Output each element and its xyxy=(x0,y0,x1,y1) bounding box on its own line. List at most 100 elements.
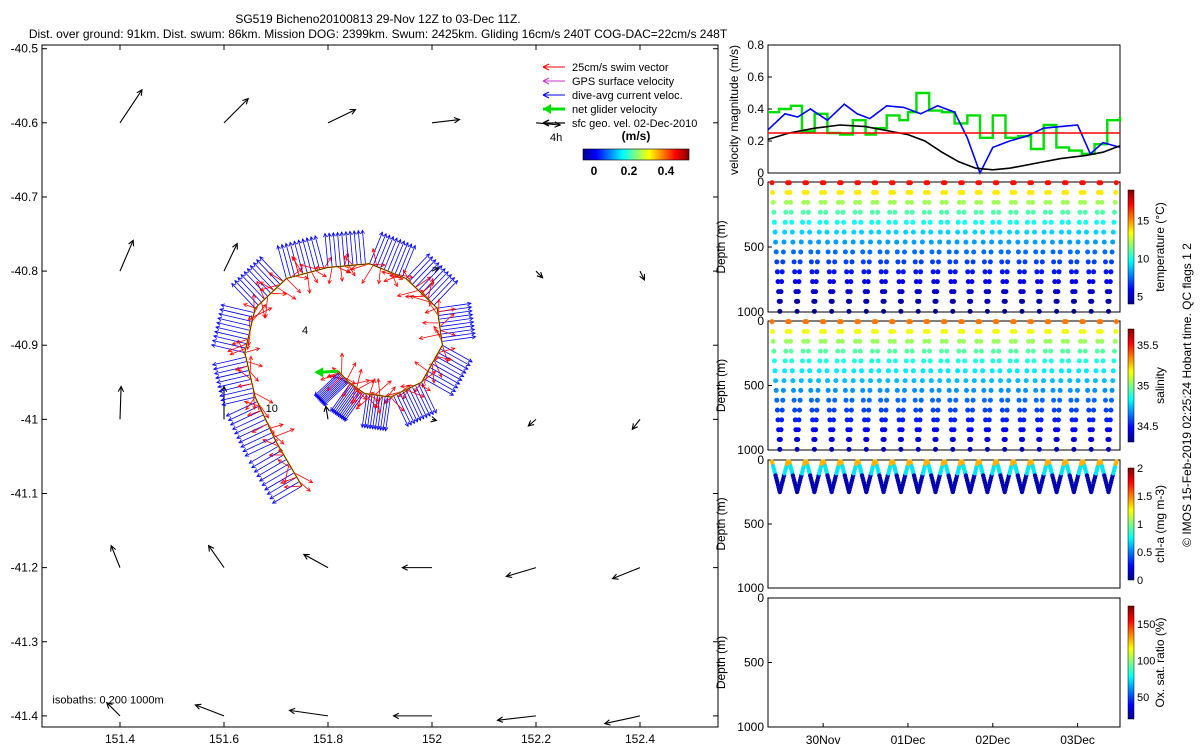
profile-point xyxy=(931,279,937,285)
swim-vector-shaft xyxy=(299,264,320,271)
profile-point xyxy=(1048,209,1054,215)
profile-point xyxy=(1007,219,1013,225)
profile-point xyxy=(862,279,867,285)
swim-vector-head xyxy=(350,400,355,406)
profile-point xyxy=(1056,269,1062,275)
profile-point xyxy=(1085,259,1091,265)
profile-point xyxy=(805,348,811,354)
profile-point xyxy=(961,338,966,344)
profile-point xyxy=(813,279,819,285)
swim-vector xyxy=(436,355,453,362)
dac-vector xyxy=(233,418,266,435)
swim-vector xyxy=(356,368,363,388)
profile-point xyxy=(813,289,819,295)
swim-vector xyxy=(374,380,392,396)
profile-point xyxy=(861,269,867,275)
dac-vector-shaft xyxy=(338,388,359,417)
profile-point xyxy=(1040,387,1046,393)
profile-point xyxy=(791,397,797,403)
profile-point xyxy=(869,348,875,354)
profile-point xyxy=(944,358,950,364)
swim-vector-shaft xyxy=(421,282,435,294)
profile-point xyxy=(902,249,907,255)
swim-vector xyxy=(377,268,382,285)
profile-point xyxy=(1002,298,1008,304)
dac-vector-shaft xyxy=(298,240,308,274)
profile-point xyxy=(846,446,852,452)
profile-point xyxy=(1093,229,1099,235)
profile-point xyxy=(1005,249,1011,255)
profile-point xyxy=(1100,209,1105,215)
legend-entry-gps: GPS surface velocity xyxy=(572,76,675,88)
profile-point xyxy=(814,269,820,275)
profile-point xyxy=(995,190,1000,195)
dac-vector-shaft xyxy=(387,239,401,272)
profile-point xyxy=(917,417,923,423)
profile-point xyxy=(937,239,943,245)
profile-point xyxy=(962,358,968,364)
profile-point xyxy=(968,298,974,304)
geo-vector-shaft xyxy=(325,406,329,420)
geo-vector-shaft xyxy=(119,89,143,124)
profile-point xyxy=(1024,219,1030,225)
profile-point xyxy=(810,279,816,285)
profile-point xyxy=(1039,397,1045,403)
profile-point xyxy=(948,417,954,423)
profile-point xyxy=(913,279,919,285)
geo-vector-shaft xyxy=(535,270,543,279)
swim-vector-head xyxy=(357,402,362,408)
swim-vector xyxy=(396,289,419,298)
profile-point xyxy=(1019,446,1025,452)
dac-vector-head xyxy=(215,375,220,380)
profile-point xyxy=(902,378,908,384)
profile-point xyxy=(1000,279,1006,285)
swim-vector xyxy=(259,284,281,292)
profile-point xyxy=(832,397,838,403)
dac-vector xyxy=(330,383,351,412)
profile-point xyxy=(1031,358,1037,364)
profile-point xyxy=(1050,249,1056,255)
profile-point xyxy=(925,319,931,325)
dac-vector-head xyxy=(219,393,224,398)
profile-point xyxy=(1020,298,1026,304)
dac-vector-head xyxy=(386,234,391,240)
swim-vector-head xyxy=(279,479,285,484)
profile-point xyxy=(1054,437,1060,442)
profile-point xyxy=(1050,387,1056,393)
profile-point xyxy=(1034,269,1040,275)
profile-point xyxy=(946,239,952,245)
profile-point xyxy=(782,229,788,235)
profile-point xyxy=(1112,199,1118,205)
swim-vector-head xyxy=(429,282,435,287)
swim-vector-shaft xyxy=(280,476,297,484)
profile-point xyxy=(1004,279,1009,285)
profile-point xyxy=(821,319,827,325)
profile-point xyxy=(1012,199,1018,205)
dac-vector xyxy=(256,259,281,285)
profile-point xyxy=(1004,269,1010,275)
profile-point xyxy=(868,239,873,245)
profile-point xyxy=(1092,239,1098,245)
profile-point xyxy=(964,387,969,393)
profile-colorbar xyxy=(1127,605,1135,720)
profile-point xyxy=(968,437,974,442)
profile-point xyxy=(788,199,793,205)
profile-point xyxy=(930,407,936,413)
profile-point xyxy=(931,417,937,423)
profile-point xyxy=(990,219,996,225)
profile-point xyxy=(925,190,931,195)
profile-point xyxy=(953,259,959,265)
time-x-tick-label: 03Dec xyxy=(1060,733,1095,747)
dac-vector-head xyxy=(252,262,258,267)
profile-point xyxy=(962,229,968,235)
profile-point xyxy=(773,249,779,255)
dac-vector xyxy=(394,241,409,275)
swim-vector-head xyxy=(431,370,437,376)
swim-vector xyxy=(231,338,249,346)
profile-point xyxy=(870,199,876,205)
profile-point xyxy=(1091,407,1097,413)
swim-vector-head xyxy=(351,271,356,277)
profile-point xyxy=(938,358,944,364)
profile-point xyxy=(875,209,881,215)
